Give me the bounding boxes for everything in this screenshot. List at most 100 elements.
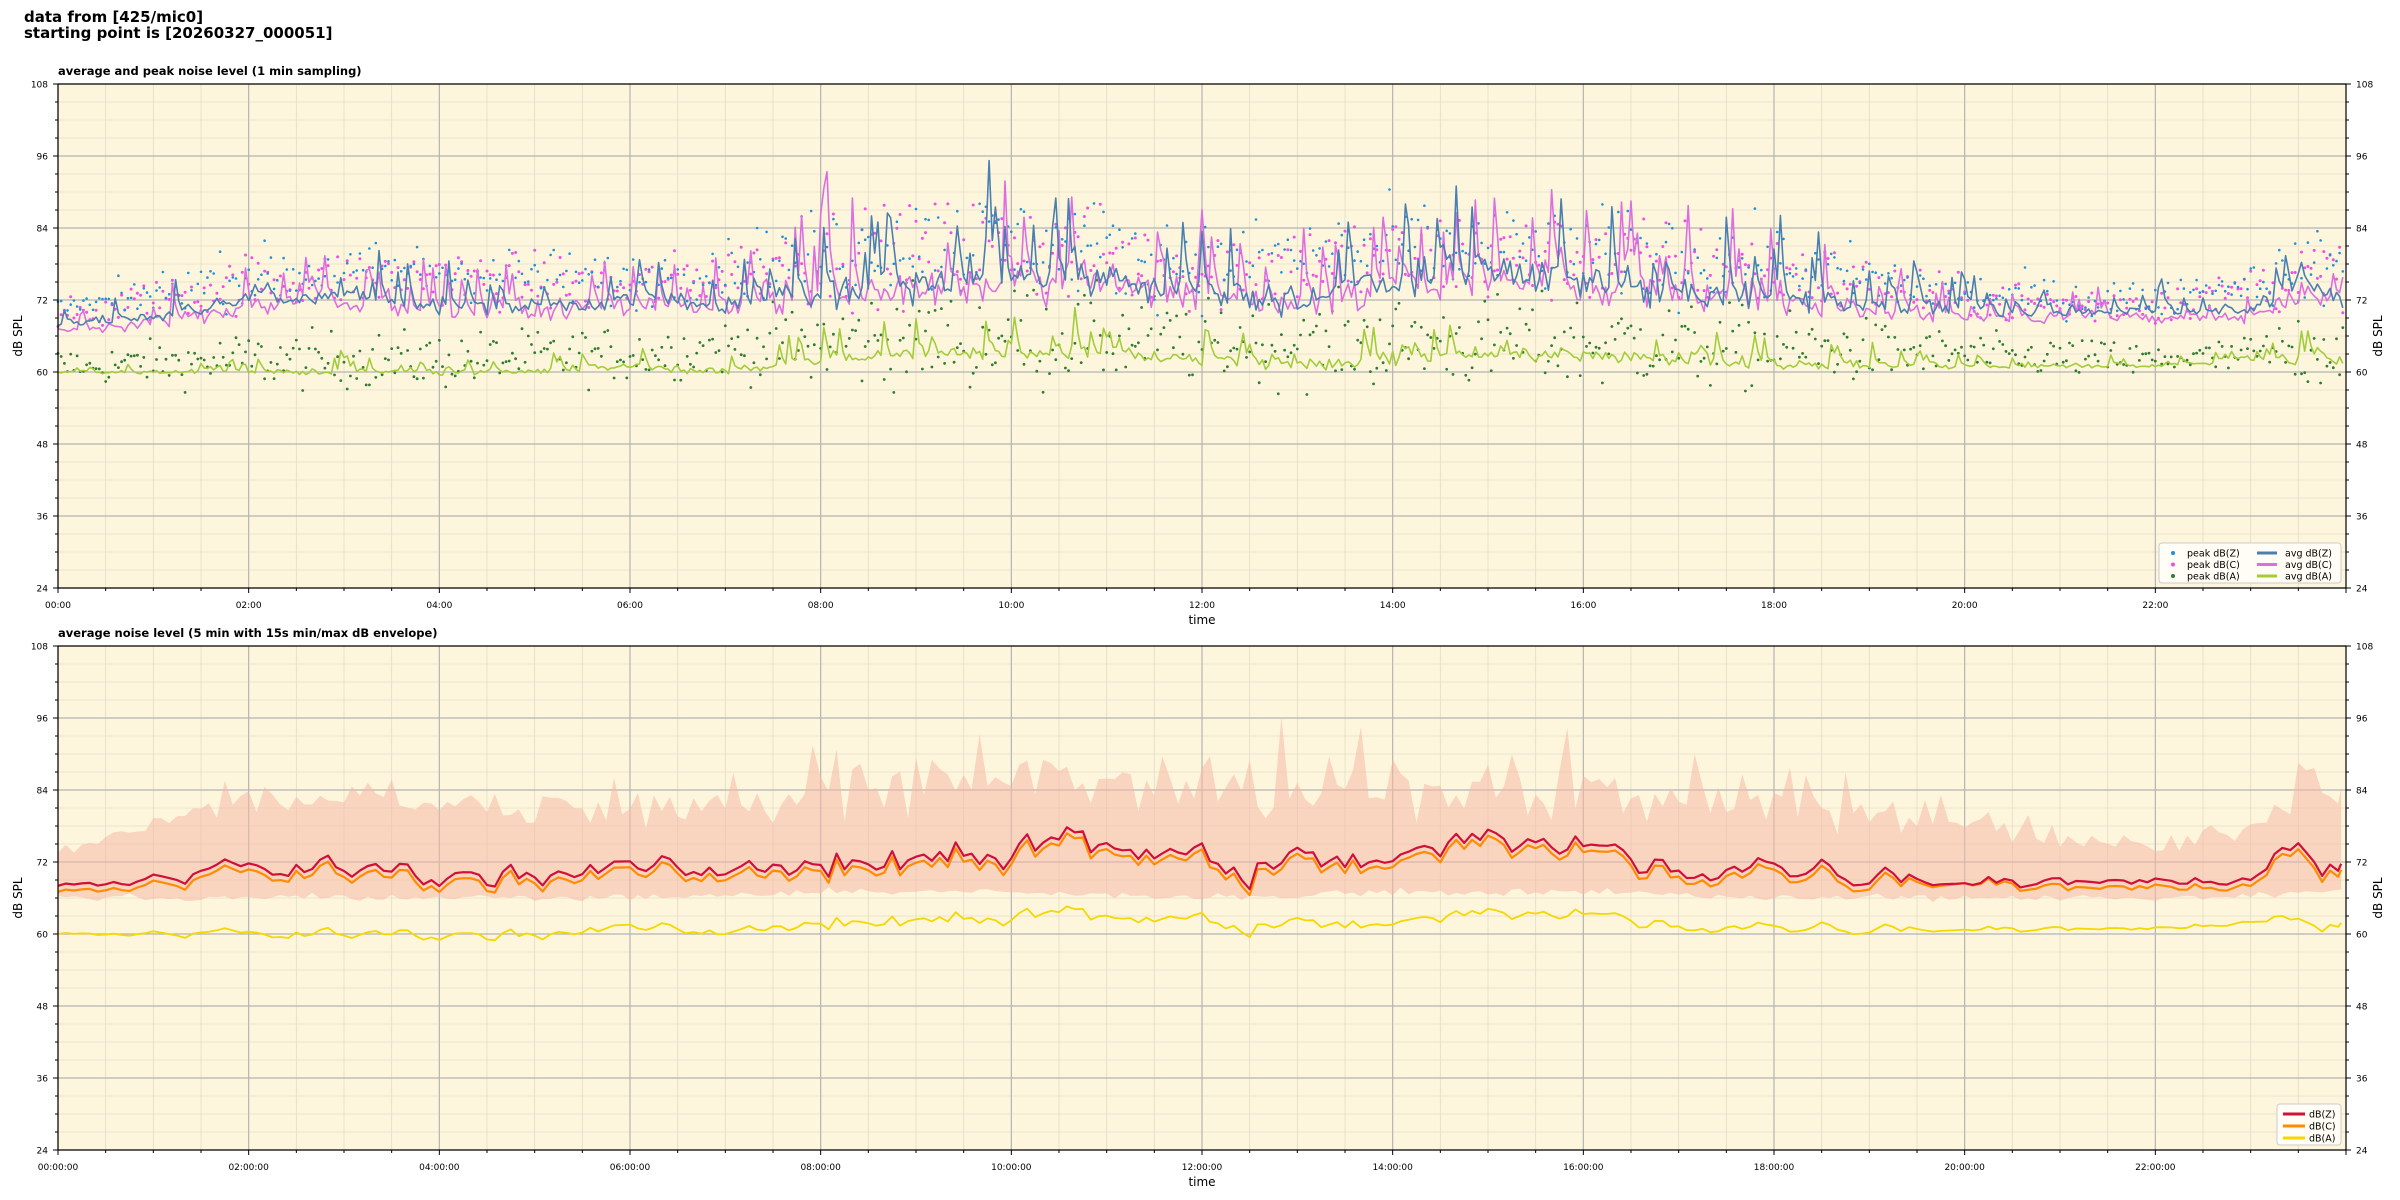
peak-point bbox=[1696, 374, 1700, 378]
peak-point bbox=[345, 259, 349, 263]
peak-point bbox=[1620, 270, 1623, 274]
peak-point bbox=[1245, 260, 1248, 263]
peak-point bbox=[546, 347, 549, 351]
peak-point bbox=[371, 266, 374, 270]
peak-point bbox=[1458, 267, 1461, 271]
peak-point bbox=[1105, 261, 1109, 265]
peak-point bbox=[552, 248, 555, 252]
peak-point bbox=[256, 278, 260, 281]
peak-point bbox=[2204, 284, 2208, 287]
peak-point bbox=[2211, 292, 2214, 296]
peak-point bbox=[231, 273, 235, 277]
peak-point bbox=[701, 283, 705, 287]
peak-point bbox=[1661, 245, 1665, 248]
peak-point bbox=[1928, 335, 1932, 338]
peak-point bbox=[1918, 274, 1922, 277]
peak-point bbox=[647, 268, 651, 271]
peak-point bbox=[631, 354, 635, 357]
series-line-dba bbox=[57, 905, 2342, 942]
peak-point bbox=[438, 272, 441, 275]
peak-point bbox=[218, 341, 222, 345]
peak-point bbox=[148, 337, 152, 340]
peak-point bbox=[1461, 249, 1464, 253]
peak-point bbox=[2001, 296, 2005, 300]
peak-point bbox=[955, 270, 959, 274]
y-tick-label-right: 96 bbox=[2356, 715, 2368, 725]
peak-point bbox=[1045, 229, 1048, 233]
peak-point bbox=[1092, 264, 1096, 268]
peak-point bbox=[1499, 250, 1502, 254]
peak-point bbox=[85, 363, 88, 367]
peak-point bbox=[1496, 293, 1499, 296]
peak-point bbox=[1060, 244, 1064, 247]
peak-point bbox=[1105, 236, 1108, 239]
peak-point bbox=[1375, 366, 1379, 370]
peak-point bbox=[755, 336, 759, 340]
peak-point bbox=[1032, 288, 1035, 292]
peak-point bbox=[142, 287, 146, 290]
peak-point bbox=[727, 344, 730, 348]
peak-point bbox=[2220, 280, 2224, 283]
peak-point bbox=[158, 306, 162, 310]
peak-point bbox=[1048, 372, 1051, 375]
peak-point bbox=[1524, 322, 1528, 326]
peak-point bbox=[1629, 248, 1633, 252]
peak-point bbox=[1372, 382, 1375, 386]
peak-point bbox=[1111, 251, 1115, 255]
peak-point bbox=[117, 274, 120, 278]
peak-point bbox=[1181, 352, 1185, 356]
peak-point bbox=[1931, 354, 1935, 358]
peak-point bbox=[139, 365, 143, 368]
peak-point bbox=[1788, 271, 1792, 275]
peak-point bbox=[301, 299, 305, 302]
peak-point bbox=[278, 274, 282, 278]
peak-point bbox=[1820, 344, 1824, 348]
peak-point bbox=[628, 355, 632, 358]
peak-point bbox=[523, 281, 527, 284]
peak-point bbox=[911, 279, 915, 282]
peak-point bbox=[1566, 375, 1569, 379]
peak-point bbox=[202, 291, 206, 295]
legend-marker bbox=[2171, 551, 2175, 555]
peak-point bbox=[1375, 244, 1379, 248]
peak-point bbox=[1356, 250, 1359, 253]
peak-point bbox=[711, 337, 714, 341]
peak-point bbox=[1365, 264, 1369, 268]
peak-point bbox=[387, 358, 390, 362]
y-tick-label: 108 bbox=[31, 643, 48, 653]
peak-point bbox=[908, 204, 912, 208]
peak-point bbox=[358, 257, 362, 261]
peak-point bbox=[1133, 344, 1137, 348]
peak-point bbox=[2284, 361, 2288, 364]
x-tick-label: 16:00 bbox=[1570, 601, 1596, 611]
peak-point bbox=[2068, 341, 2071, 345]
peak-point bbox=[889, 272, 893, 276]
peak-point bbox=[1753, 272, 1757, 276]
peak-point bbox=[1518, 249, 1522, 253]
peak-point bbox=[320, 267, 324, 270]
peak-point bbox=[329, 329, 333, 333]
peak-point bbox=[1054, 226, 1058, 229]
peak-point bbox=[663, 364, 667, 368]
x-tick-label: 14:00:00 bbox=[1372, 1163, 1413, 1173]
peak-point bbox=[323, 366, 327, 370]
peak-point bbox=[1912, 346, 1916, 349]
peak-point bbox=[218, 297, 222, 301]
peak-point bbox=[568, 347, 571, 351]
peak-point bbox=[1140, 259, 1143, 263]
peak-point bbox=[609, 345, 613, 349]
y-tick-label-right: 96 bbox=[2356, 153, 2368, 163]
peak-point bbox=[1359, 290, 1363, 294]
peak-point bbox=[2154, 288, 2157, 292]
peak-point bbox=[266, 272, 270, 275]
peak-point bbox=[2300, 372, 2303, 376]
peak-point bbox=[581, 279, 584, 282]
peak-point bbox=[800, 328, 803, 332]
peak-point bbox=[523, 360, 527, 364]
peak-point bbox=[1887, 272, 1890, 275]
peak-point bbox=[501, 279, 505, 283]
peak-point bbox=[1788, 309, 1792, 313]
peak-point bbox=[1651, 364, 1655, 368]
peak-point bbox=[587, 273, 590, 276]
peak-point bbox=[415, 377, 419, 381]
